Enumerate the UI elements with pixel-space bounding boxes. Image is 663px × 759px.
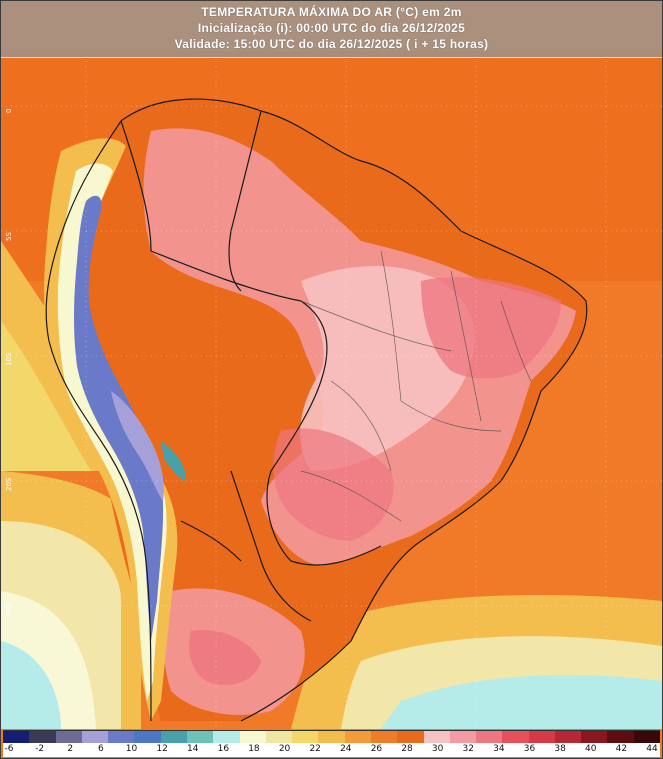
legend-swatch	[607, 731, 634, 744]
legend-tick-label: 42	[615, 744, 628, 754]
legend-swatch	[370, 731, 398, 744]
map-header: TEMPERATURA MÁXIMA DO AR (°C) em 2m Inic…	[1, 1, 662, 58]
legend-swatch	[633, 731, 661, 744]
legend-swatch	[476, 731, 503, 744]
legend-swatch	[55, 731, 82, 744]
legend-tick-label: 6	[97, 744, 104, 754]
legend-tick-label: 18	[248, 744, 260, 754]
lat-label: 20S	[5, 477, 13, 491]
legend-swatch	[29, 731, 56, 744]
lat-label: 30S	[5, 602, 13, 616]
init-time: Inicialização (i): 00:00 UTC do dia 26/1…	[197, 21, 466, 35]
legend-tick-label: 38	[554, 744, 566, 754]
legend-tick-label: 40	[585, 744, 597, 754]
legend-swatch	[528, 731, 555, 744]
legend-ticks: -6 -2 2 6 10 12 14 16 18 20 22 24 26 28 30 32 34 36 38 40 42…	[3, 743, 660, 757]
legend-tick-label: 24	[340, 744, 352, 754]
legend-swatch	[3, 731, 30, 744]
valid-time: Validade: 15:00 UTC do dia 26/12/2025 ( …	[174, 37, 489, 51]
legend-tick-label: 44	[646, 744, 658, 754]
legend-tick-label: 14	[186, 744, 199, 754]
legend-tick-label: 36	[523, 744, 536, 754]
legend-swatch	[160, 731, 187, 744]
legend-swatch	[344, 731, 371, 744]
legend-swatch	[213, 731, 240, 744]
legend-swatch	[502, 731, 529, 744]
lat-label: 10S	[5, 352, 13, 366]
legend-tick-label: 20	[278, 744, 291, 754]
legend-tick-label: 10	[125, 744, 138, 754]
legend-tick-label: 16	[217, 744, 230, 754]
lat-label: 0	[5, 108, 13, 113]
legend-tick-label: 2	[67, 744, 74, 754]
legend-swatch	[134, 731, 161, 744]
legend-tick-label: 22	[309, 744, 321, 754]
legend-tick-label: 34	[493, 744, 505, 754]
legend-tick-label: 26	[370, 744, 383, 754]
legend-swatch	[554, 731, 582, 744]
legend-swatch	[449, 731, 477, 744]
legend-tick-label: -6	[4, 744, 14, 754]
legend-swatch	[108, 731, 135, 744]
legend-swatch	[292, 731, 319, 744]
legend-swatch	[186, 731, 214, 744]
legend-tick-label: -2	[35, 744, 45, 754]
legend-swatch	[423, 731, 450, 744]
legend-swatch	[265, 731, 293, 744]
lat-label: 5S	[5, 232, 13, 241]
legend-tick-label: 32	[462, 744, 475, 754]
legend-swatch	[81, 731, 109, 744]
legend-tick-label: 12	[156, 744, 168, 754]
legend-tick-label: 30	[431, 744, 444, 754]
legend-swatch	[318, 731, 345, 744]
legend-swatch	[239, 731, 266, 744]
legend-swatch	[397, 731, 424, 744]
map-title: TEMPERATURA MÁXIMA DO AR (°C) em 2m	[201, 5, 462, 19]
legend-swatch	[581, 731, 608, 744]
temperature-map	[1, 1, 662, 729]
legend-tick-label: 28	[401, 744, 413, 754]
